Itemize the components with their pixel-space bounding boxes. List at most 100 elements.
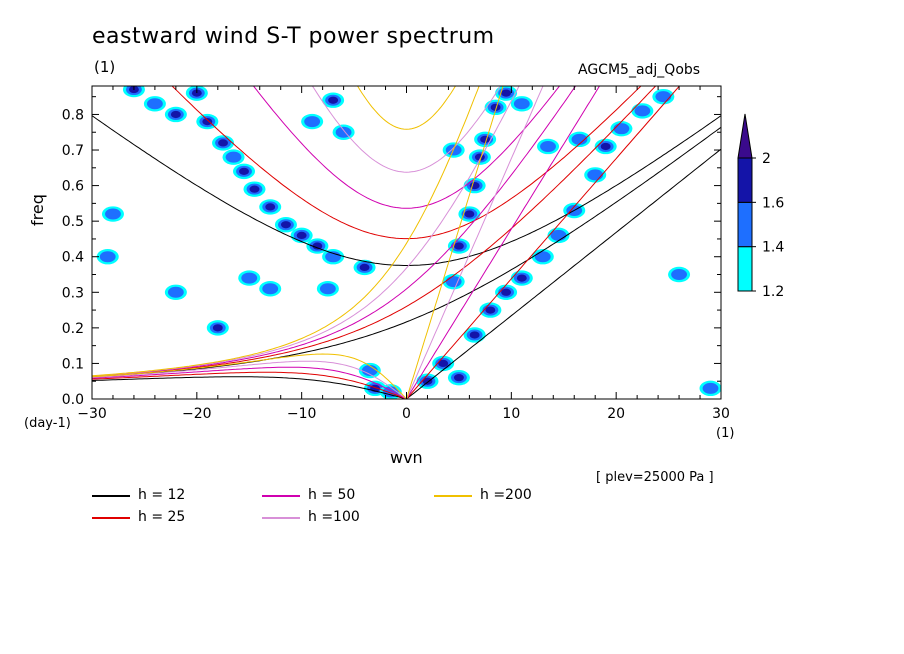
power-contour-blob [206, 320, 229, 336]
power-contour-blob [164, 284, 187, 300]
power-contour-blob [510, 96, 533, 112]
power-contour-blob [584, 167, 607, 183]
y-tick-label: 0.2 [62, 321, 84, 337]
y-tick-label: 0.5 [62, 214, 84, 230]
power-contour-blob [568, 131, 591, 148]
power-contour-blob [243, 181, 266, 197]
colorbar-segment [737, 246, 753, 292]
power-contour-blob [447, 369, 470, 386]
dispersion-curve-h100 [406, 86, 544, 399]
y-tick-label: 0.6 [62, 179, 84, 195]
power-contour-blob [222, 149, 245, 165]
power-contour-blob [316, 281, 339, 297]
y-tick-label: 0.7 [62, 143, 84, 159]
power-contour-blob [699, 380, 721, 397]
power-contour-blob [143, 96, 166, 112]
power-contour-blob [442, 273, 465, 290]
y-tick-label: 0.8 [62, 107, 84, 123]
x-tick-label: 0 [402, 406, 411, 422]
power-contour-blob [495, 86, 518, 101]
power-contour-blob [259, 199, 282, 215]
colorbar-label: 1.4 [762, 240, 784, 256]
dispersion-curve-h12 [406, 148, 721, 399]
chart-unit-left: (1) [94, 58, 116, 76]
colorbar-label: 1.6 [762, 195, 784, 211]
legend-swatch [434, 495, 472, 497]
power-contour-blob [96, 249, 119, 265]
colorbar-label: 1.2 [762, 284, 784, 300]
power-contour-blob [101, 206, 124, 222]
dispersion-curve-h25 [92, 371, 407, 399]
legend-label: h =100 [308, 509, 360, 525]
power-contour-blob [353, 259, 376, 276]
dispersion-curve-h12 [92, 115, 721, 266]
y-tick-label: 0.1 [62, 356, 84, 372]
colorbar-segment [737, 201, 753, 248]
pressure-level-annotation: [ plev=25000 Pa ] [596, 470, 714, 485]
power-contour-blob [416, 373, 439, 389]
dispersion-curve-h50 [406, 86, 601, 399]
y-tick-label: 0.4 [62, 250, 84, 266]
dispersion-curve-h12 [92, 376, 407, 399]
x-tick-label: −10 [287, 406, 317, 422]
power-contour-blob [233, 163, 256, 180]
power-contour-blob [358, 362, 381, 379]
power-contour-blob [332, 124, 355, 140]
dispersion-curve-h200 [92, 86, 480, 377]
dispersion-curve-h25 [171, 86, 642, 240]
x-tick-label: 20 [607, 406, 625, 422]
dispersion-curve-h25 [406, 86, 681, 399]
power-contour-blob [322, 92, 345, 108]
power-contour-blob [495, 284, 518, 300]
power-contour-blob [510, 270, 533, 286]
power-contour-blob [474, 131, 497, 148]
legend-swatch [92, 495, 130, 497]
dispersion-curve-h50 [92, 366, 407, 399]
power-contour-blob [301, 113, 324, 130]
legend-label: h = 50 [308, 487, 356, 503]
x-axis-unit: (1) [716, 426, 735, 441]
y-tick-label: 0.3 [62, 285, 84, 301]
y-axis-unit: (day-1) [24, 416, 71, 431]
dispersion-curve-h100 [311, 86, 502, 173]
x-tick-label: 30 [712, 406, 730, 422]
dispersion-curve-h100 [92, 86, 520, 377]
power-contour-blob [447, 238, 470, 254]
dispersion-curve-h200 [92, 353, 407, 399]
run-name-label: AGCM5_adj_Qobs [578, 62, 701, 78]
dispersion-curve-h200 [406, 86, 504, 399]
power-contour-blob [238, 270, 261, 286]
dispersion-curve-h100 [92, 360, 407, 399]
colorbar-label: 2 [762, 151, 771, 167]
colorbar-overflow-arrow [737, 113, 753, 159]
power-contour-blob [290, 227, 313, 244]
power-contour-blob [537, 138, 560, 155]
dispersion-curve-h12 [92, 126, 721, 378]
dispersion-curve-h25 [92, 86, 657, 378]
power-contour-blob [652, 88, 675, 105]
legend-swatch [262, 495, 300, 497]
power-contour-blob [212, 135, 235, 151]
legend-label: h = 25 [138, 509, 186, 525]
power-contour-blob [531, 249, 554, 265]
y-tick-label: 0.0 [62, 392, 84, 408]
power-contour-blob [322, 249, 345, 265]
power-contour-blob [479, 302, 502, 318]
dispersion-curve-h50 [92, 86, 577, 377]
power-contour-blob [164, 106, 187, 123]
x-tick-label: 10 [502, 406, 520, 422]
power-contour-blob [484, 99, 507, 116]
dispersion-curve-h50 [252, 86, 561, 209]
power-contour-blob [668, 266, 691, 283]
x-tick-label: −20 [182, 406, 212, 422]
legend-swatch [92, 517, 130, 519]
colorbar-segment [737, 157, 753, 203]
power-contour-blob [610, 120, 633, 137]
power-contour-blob [594, 138, 617, 155]
x-axis-label: wvn [390, 448, 423, 467]
legend-label: h =200 [480, 487, 532, 503]
power-contour-blob [463, 177, 486, 194]
chart-title: eastward wind S-T power spectrum [92, 24, 495, 49]
power-contour-blob [458, 206, 481, 222]
